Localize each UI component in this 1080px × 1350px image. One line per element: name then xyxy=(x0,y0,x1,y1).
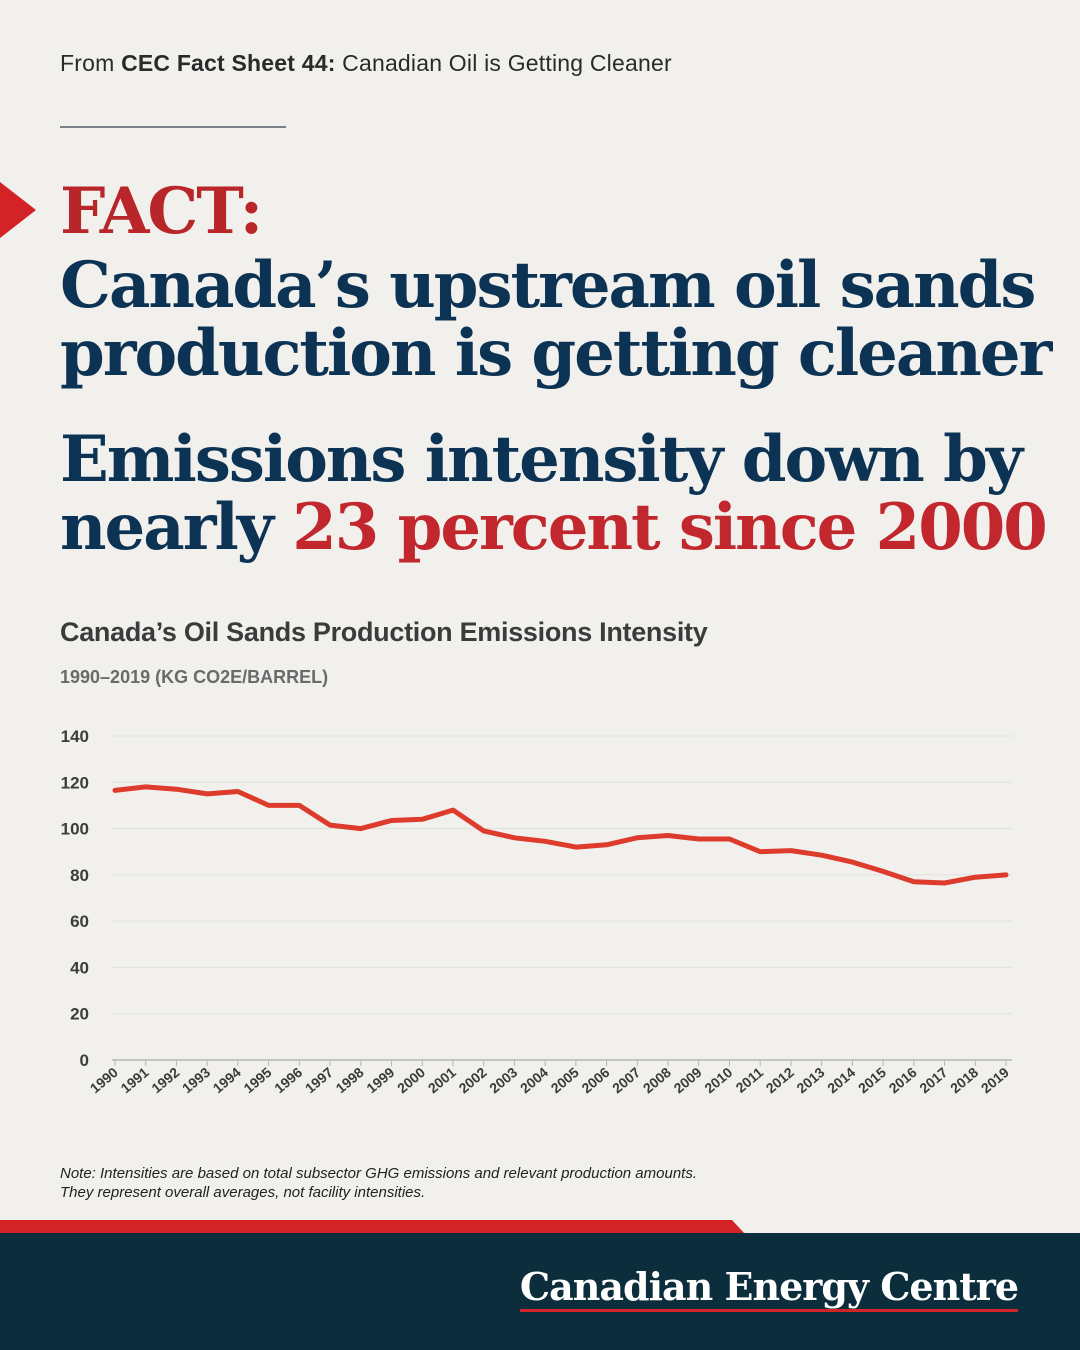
subheadline-prefix: nearly xyxy=(60,490,293,565)
x-tick-label: 2019 xyxy=(978,1064,1012,1096)
y-tick-label: 140 xyxy=(61,727,89,746)
source-prefix: From xyxy=(60,50,122,76)
x-tick-label: 2003 xyxy=(486,1064,520,1096)
y-tick-label: 0 xyxy=(80,1051,89,1070)
chart-note: Note: Intensities are based on total sub… xyxy=(60,1164,697,1202)
note-line1: Note: Intensities are based on total sub… xyxy=(60,1165,698,1182)
y-tick-label: 40 xyxy=(70,958,89,977)
chart-series xyxy=(112,784,1009,886)
source-line: From CEC Fact Sheet 44: Canadian Oil is … xyxy=(60,50,672,77)
x-tick-label: 2007 xyxy=(609,1064,643,1096)
x-tick-label: 2002 xyxy=(455,1064,489,1096)
x-tick-label: 1995 xyxy=(240,1064,274,1096)
x-tick-label: 2001 xyxy=(425,1064,459,1096)
subheadline-accent: 23 percent since 2000 xyxy=(292,490,1048,565)
x-tick-label: 2008 xyxy=(640,1064,674,1096)
x-tick-label: 1994 xyxy=(210,1064,244,1096)
x-tick-label: 1993 xyxy=(179,1064,213,1096)
series-line xyxy=(112,784,1009,886)
x-tick-label: 2013 xyxy=(793,1064,827,1096)
y-tick-label: 80 xyxy=(70,866,89,885)
y-axis-ticks: 0 20 40 60 80 100 120 140 xyxy=(61,727,89,1070)
x-tick-label: 2000 xyxy=(394,1064,428,1096)
x-tick-label: 2006 xyxy=(578,1064,612,1096)
headline-line2: production is getting cleaner xyxy=(60,316,1052,391)
footer: Canadian Energy Centre xyxy=(0,1233,1080,1350)
x-tick-label: 1998 xyxy=(333,1064,367,1096)
x-tick-label: 2016 xyxy=(886,1064,920,1096)
x-tick-label: 1991 xyxy=(118,1064,152,1096)
y-tick-label: 20 xyxy=(70,1005,89,1024)
x-tick-label: 2018 xyxy=(947,1064,981,1096)
y-tick-label: 60 xyxy=(70,912,89,931)
y-tick-label: 100 xyxy=(61,820,89,839)
x-tick-label: 2012 xyxy=(763,1064,797,1096)
x-tick-label: 1997 xyxy=(302,1064,336,1096)
x-tick-label: 1996 xyxy=(271,1064,305,1096)
fact-label: FACT: xyxy=(60,174,263,249)
source-rest: Canadian Oil is Getting Cleaner xyxy=(335,50,672,76)
x-tick-label: 2015 xyxy=(855,1064,889,1096)
fact-arrow-icon xyxy=(0,182,36,238)
x-tick-label: 2017 xyxy=(916,1064,950,1096)
x-tick-label: 2010 xyxy=(701,1064,735,1096)
header-rule xyxy=(60,126,286,128)
x-tick-label: 2014 xyxy=(824,1064,858,1096)
subheadline-line2: nearly 23 percent since 2000 xyxy=(60,494,1060,562)
x-tick-label: 2005 xyxy=(548,1064,582,1096)
x-tick-label: 2009 xyxy=(671,1064,705,1096)
headline-line1: Canada’s upstream oil sands xyxy=(60,248,1036,323)
note-line2: They represent overall averages, not fac… xyxy=(60,1184,426,1201)
subheadline: Emissions intensity down by nearly 23 pe… xyxy=(60,426,1060,562)
brand-logo: Canadian Energy Centre xyxy=(519,1265,1019,1312)
source-bold: CEC Fact Sheet 44: xyxy=(121,50,336,76)
chart-title: Canada’s Oil Sands Production Emissions … xyxy=(60,617,708,647)
y-tick-label: 120 xyxy=(61,773,89,792)
x-tick-label: 1990 xyxy=(87,1064,121,1096)
x-tick-label: 1999 xyxy=(363,1064,397,1096)
accent-bar xyxy=(0,1220,745,1234)
x-axis-ticks: 1990199119921993199419951996199719981999… xyxy=(87,1060,1012,1096)
x-tick-label: 2011 xyxy=(733,1064,767,1096)
headline: Canada’s upstream oil sands production i… xyxy=(60,252,1060,388)
chart-subtitle: 1990–2019 (KG CO2E/BARREL) xyxy=(60,667,329,687)
subheadline-line1: Emissions intensity down by xyxy=(60,422,1023,497)
x-tick-label: 1992 xyxy=(148,1064,182,1096)
chart-gridlines xyxy=(112,735,1012,1061)
x-tick-label: 2004 xyxy=(517,1064,551,1096)
